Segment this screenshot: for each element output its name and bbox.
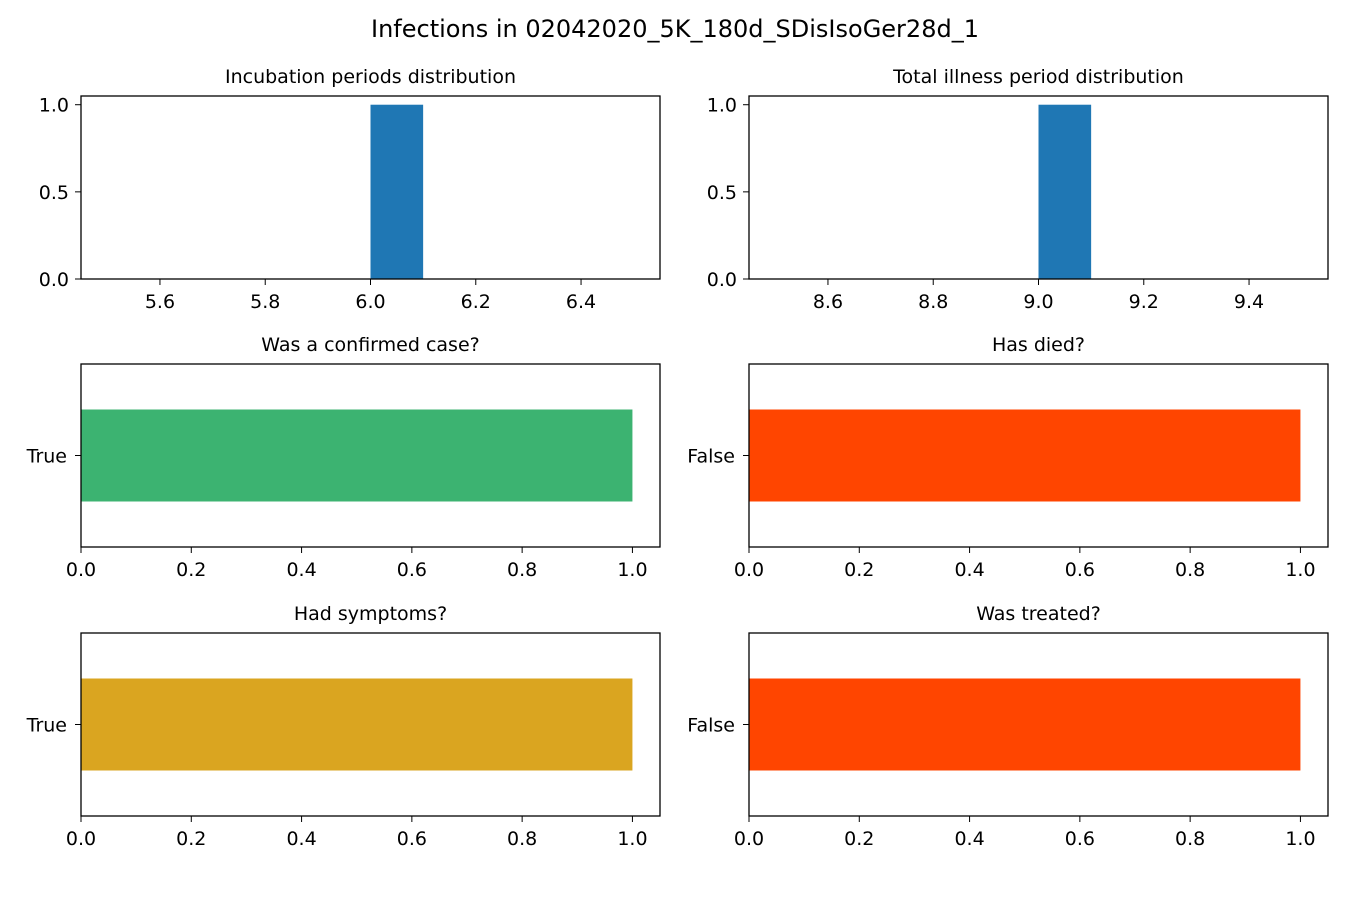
category-label: True [26, 715, 67, 737]
chart-panel-2: Total illness period distribution 0.0 0.5 1… [707, 66, 1329, 313]
category-label: False [687, 715, 735, 737]
y-tick-label: 0.0 [707, 269, 737, 291]
x-tick-label: 0.0 [734, 559, 764, 581]
x-tick-label: 1.0 [617, 828, 647, 850]
panel-title: Was treated? [976, 603, 1101, 625]
x-tick-label: 0.2 [844, 559, 874, 581]
x-tick-label: 0.6 [1065, 828, 1095, 850]
x-tick-label: 6.4 [566, 291, 596, 313]
x-tick-label: 1.0 [1285, 828, 1315, 850]
x-tick-label: 0.8 [507, 828, 537, 850]
x-tick-label: 6.0 [355, 291, 385, 313]
histogram-bar [370, 104, 424, 279]
x-tick-label: 5.6 [145, 291, 175, 313]
axes-frame [80, 363, 661, 548]
category-bar [749, 409, 1301, 502]
x-tick-label: 1.0 [617, 559, 647, 581]
chart-panel-5: Had symptoms? True 0.0 0.2 0.4 0.6 0.8 1.0 [26, 603, 661, 850]
x-tick-label: 0.2 [844, 828, 874, 850]
panel-title: Was a confirmed case? [261, 334, 479, 356]
x-tick-label: 0.6 [397, 559, 427, 581]
x-tick-label: 6.2 [461, 291, 491, 313]
x-tick-label: 0.0 [66, 559, 96, 581]
panel-title: Incubation periods distribution [225, 66, 516, 88]
y-tick-label: 0.0 [39, 269, 69, 291]
x-tick-label: 0.4 [954, 559, 984, 581]
category-label: True [26, 446, 67, 468]
category-bar [81, 409, 633, 502]
x-tick-label: 0.4 [286, 828, 316, 850]
category-bar [81, 678, 633, 771]
y-tick-label: 1.0 [707, 95, 737, 117]
panel-title: Had symptoms? [294, 603, 447, 625]
axes-frame [748, 95, 1329, 280]
x-tick-label: 8.8 [918, 291, 948, 313]
category-bar [749, 678, 1301, 771]
chart-panel-4: Has died? False 0.0 0.2 0.4 0.6 0.8 1.0 [687, 334, 1329, 581]
x-tick-label: 0.2 [176, 828, 206, 850]
figure-title: Infections in 02042020_5K_180d_SDisIsoGe… [371, 15, 979, 43]
histogram-bar [1038, 104, 1092, 279]
axes-frame [748, 363, 1329, 548]
axes-frame [80, 632, 661, 817]
x-tick-label: 1.0 [1285, 559, 1315, 581]
x-tick-label: 0.0 [734, 828, 764, 850]
x-tick-label: 8.6 [813, 291, 843, 313]
x-tick-label: 0.8 [1175, 828, 1205, 850]
axes-frame [748, 632, 1329, 817]
x-tick-label: 9.4 [1234, 291, 1264, 313]
x-tick-label: 0.2 [176, 559, 206, 581]
x-tick-label: 0.6 [1065, 559, 1095, 581]
panel-title: Has died? [992, 334, 1085, 356]
x-tick-label: 0.4 [286, 559, 316, 581]
x-tick-label: 9.0 [1023, 291, 1053, 313]
y-tick-label: 0.5 [707, 182, 737, 204]
x-tick-label: 0.6 [397, 828, 427, 850]
x-tick-label: 0.8 [1175, 559, 1205, 581]
x-tick-label: 0.8 [507, 559, 537, 581]
y-tick-label: 1.0 [39, 95, 69, 117]
x-tick-label: 9.2 [1129, 291, 1159, 313]
category-label: False [687, 446, 735, 468]
chart-panel-3: Was a confirmed case? True 0.0 0.2 0.4 0.6 0.8… [26, 334, 661, 581]
x-tick-label: 0.4 [954, 828, 984, 850]
y-tick-label: 0.5 [39, 182, 69, 204]
axes-frame [80, 95, 661, 280]
panel-title: Total illness period distribution [892, 66, 1184, 88]
chart-panel-6: Was treated? False 0.0 0.2 0.4 0.6 0.8 1.0 [687, 603, 1329, 850]
x-tick-label: 0.0 [66, 828, 96, 850]
x-tick-label: 5.8 [250, 291, 280, 313]
chart-panel-1: Incubation periods distribution 0.0 0.5 1.0… [39, 66, 661, 313]
chart-panels: Incubation periods distribution 0.0 0.5 1.0… [26, 66, 1329, 850]
